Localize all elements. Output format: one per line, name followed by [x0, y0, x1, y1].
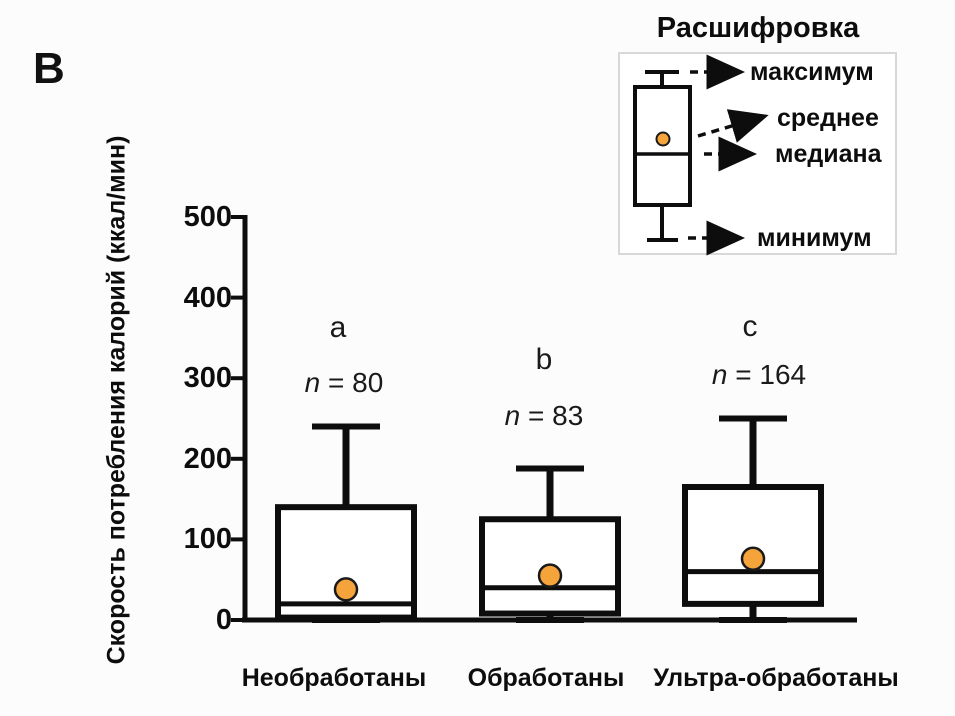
- sample-size-label: n = 164: [711, 359, 807, 390]
- legend-sample-boxplot: [633, 54, 769, 256]
- legend-label-max: максимум: [750, 58, 874, 86]
- mean-dot: [740, 546, 766, 571]
- legend-arrow-mean: [697, 109, 769, 143]
- panel-letter: В: [33, 44, 65, 93]
- y-tick-label: 100: [183, 523, 232, 555]
- y-tick-label: 500: [183, 201, 232, 233]
- box: [275, 504, 417, 621]
- x-category-label: Обработаны: [467, 664, 625, 692]
- y-tick-label: 400: [183, 282, 232, 314]
- legend-label-mean: среднее: [777, 104, 879, 132]
- legend-label-min: минимум: [757, 224, 872, 252]
- sample-size-label: n = 83: [504, 400, 584, 431]
- legend-title: Расшифровка: [656, 12, 860, 44]
- significance-letter-b: b: [535, 343, 553, 376]
- box: [682, 484, 824, 607]
- x-category-label: Необработаны: [241, 664, 427, 692]
- y-tick-label: 200: [183, 443, 232, 475]
- significance-letter-c: c: [742, 310, 758, 343]
- legend-label-median: медиана: [775, 140, 882, 168]
- box: [479, 516, 621, 617]
- significance-letter-a: a: [329, 311, 347, 344]
- y-axis-title: Скорость потребления калорий (ккал/мин): [102, 135, 131, 665]
- x-category-label: Ультра-обработаны: [653, 664, 899, 692]
- mean-dot: [537, 563, 563, 588]
- legend-mean-dot: [655, 131, 671, 147]
- y-tick-label: 0: [215, 604, 232, 636]
- sample-size-label: n = 80: [304, 367, 384, 398]
- y-tick-label: 300: [183, 362, 232, 394]
- legend-panel: максимум среднее медиана минимум: [618, 52, 897, 256]
- mean-dot: [333, 577, 359, 602]
